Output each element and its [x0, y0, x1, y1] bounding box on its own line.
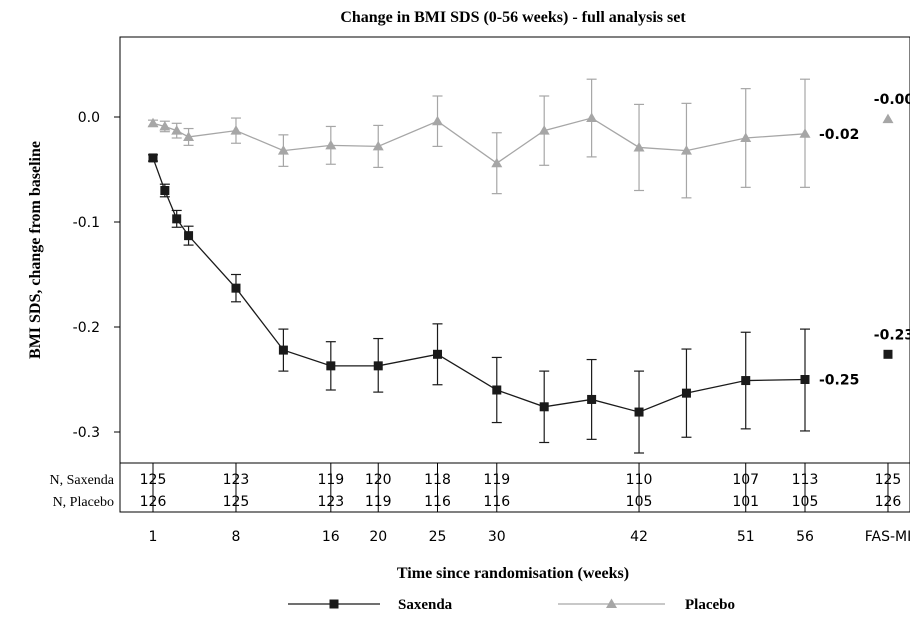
data-point: [681, 388, 691, 398]
x-tick-label: 25: [429, 529, 447, 545]
data-point: [433, 349, 443, 359]
x-axis-label: Time since randomisation (weeks): [397, 565, 629, 582]
fas-mi-point: [883, 349, 893, 359]
y-ticks: 0.0 -0.1 -0.2 -0.3: [73, 110, 120, 441]
data-point: [587, 394, 597, 404]
plot-frame: [119, 36, 910, 513]
data-point: [539, 402, 549, 412]
data-point: [147, 117, 159, 128]
n-table-cell: 101: [732, 494, 759, 510]
n-table-cell: 119: [483, 472, 510, 488]
data-point: [586, 112, 598, 123]
n-table-cell: 105: [626, 494, 653, 510]
data-point: [492, 385, 502, 395]
data-point: [325, 139, 337, 150]
n-table-cell: 123: [317, 494, 344, 510]
y-tick-label: -0.2: [73, 320, 100, 336]
series-saxenda: -0.25 -0.23: [148, 153, 910, 454]
n-table-cell: 110: [626, 472, 653, 488]
n-table-cell: 126: [875, 494, 902, 510]
fas-mi-value-label: -0.23: [874, 327, 910, 343]
data-point: [741, 376, 751, 386]
n-table-cell: 119: [317, 472, 344, 488]
series-line-placebo: [152, 117, 806, 164]
n-table-cell: 118: [424, 472, 451, 488]
series-placebo: -0.02 -0.00: [147, 78, 910, 199]
legend-item-saxenda: Saxenda: [288, 597, 453, 613]
x-ticks: 1 8 16 20 25 30 42 51 56 FAS-MI: [149, 463, 910, 545]
fas-mi-point: [882, 113, 894, 124]
x-tick-label: 1: [149, 529, 158, 545]
data-point: [184, 231, 194, 241]
x-tick-label: 30: [488, 529, 506, 545]
data-point: [799, 128, 811, 138]
legend-marker: [329, 599, 339, 609]
n-table-cell: 116: [424, 494, 451, 510]
data-point: [432, 115, 444, 126]
data-point: [277, 145, 289, 155]
series-line-saxenda: [152, 157, 806, 413]
data-point: [231, 283, 241, 293]
data-point: [634, 407, 644, 417]
data-point: [159, 120, 171, 131]
legend-marker: [606, 598, 617, 608]
n-table-row-label: N, Saxenda: [49, 473, 114, 488]
data-point: [633, 141, 645, 152]
legend: Saxenda Placebo: [288, 597, 735, 613]
data-point: [278, 345, 288, 355]
x-tick-label: 20: [369, 529, 387, 545]
x-tick-label: 56: [796, 529, 814, 545]
n-table-cell: 125: [140, 472, 167, 488]
data-point: [172, 214, 182, 224]
n-table-cell: 125: [875, 472, 902, 488]
legend-label: Saxenda: [398, 597, 453, 613]
x-tick-label: 8: [232, 529, 241, 545]
n-table: N, Saxenda 125 123 119 120 118 119 110 107 113 125…: [49, 472, 901, 510]
n-table-row-label: N, Placebo: [53, 495, 114, 510]
n-table-cell: 119: [365, 494, 392, 510]
legend-item-placebo: Placebo: [558, 597, 735, 613]
n-table-cell: 126: [140, 494, 167, 510]
data-point: [160, 186, 170, 195]
n-table-cell: 120: [365, 472, 392, 488]
y-tick-label: -0.3: [73, 425, 100, 441]
data-point: [230, 125, 242, 135]
data-point: [148, 153, 158, 163]
data-point: [538, 125, 550, 135]
y-tick-label: -0.1: [73, 215, 100, 231]
end-value-label: -0.02: [819, 127, 859, 143]
data-point: [680, 145, 692, 155]
x-tick-label: FAS-MI: [865, 529, 910, 545]
n-table-cell: 123: [223, 472, 250, 488]
n-table-cell: 113: [792, 472, 819, 488]
data-point: [372, 140, 384, 151]
x-tick-label: 16: [322, 529, 340, 545]
legend-label: Placebo: [685, 597, 735, 613]
data-point: [171, 125, 183, 135]
n-table-cell: 125: [223, 494, 250, 510]
data-point: [800, 375, 810, 384]
data-point: [740, 132, 752, 142]
data-point: [491, 157, 503, 168]
y-axis-label: BMI SDS, change from baseline: [27, 141, 44, 359]
chart-title: Change in BMI SDS (0-56 weeks) - full an…: [340, 9, 686, 26]
data-point: [183, 131, 195, 141]
x-tick-label: 51: [737, 529, 755, 545]
n-table-cell: 116: [483, 494, 510, 510]
series-layer: -0.02 -0.00 -0.25 -0.23: [147, 78, 910, 454]
data-point: [373, 361, 383, 371]
n-table-cell: 107: [732, 472, 759, 488]
data-point: [326, 361, 336, 371]
n-table-cell: 105: [792, 494, 819, 510]
x-tick-label: 42: [630, 529, 648, 545]
fas-mi-value-label: -0.00: [874, 92, 910, 108]
end-value-label: -0.25: [819, 373, 859, 389]
y-tick-label: 0.0: [78, 110, 100, 126]
